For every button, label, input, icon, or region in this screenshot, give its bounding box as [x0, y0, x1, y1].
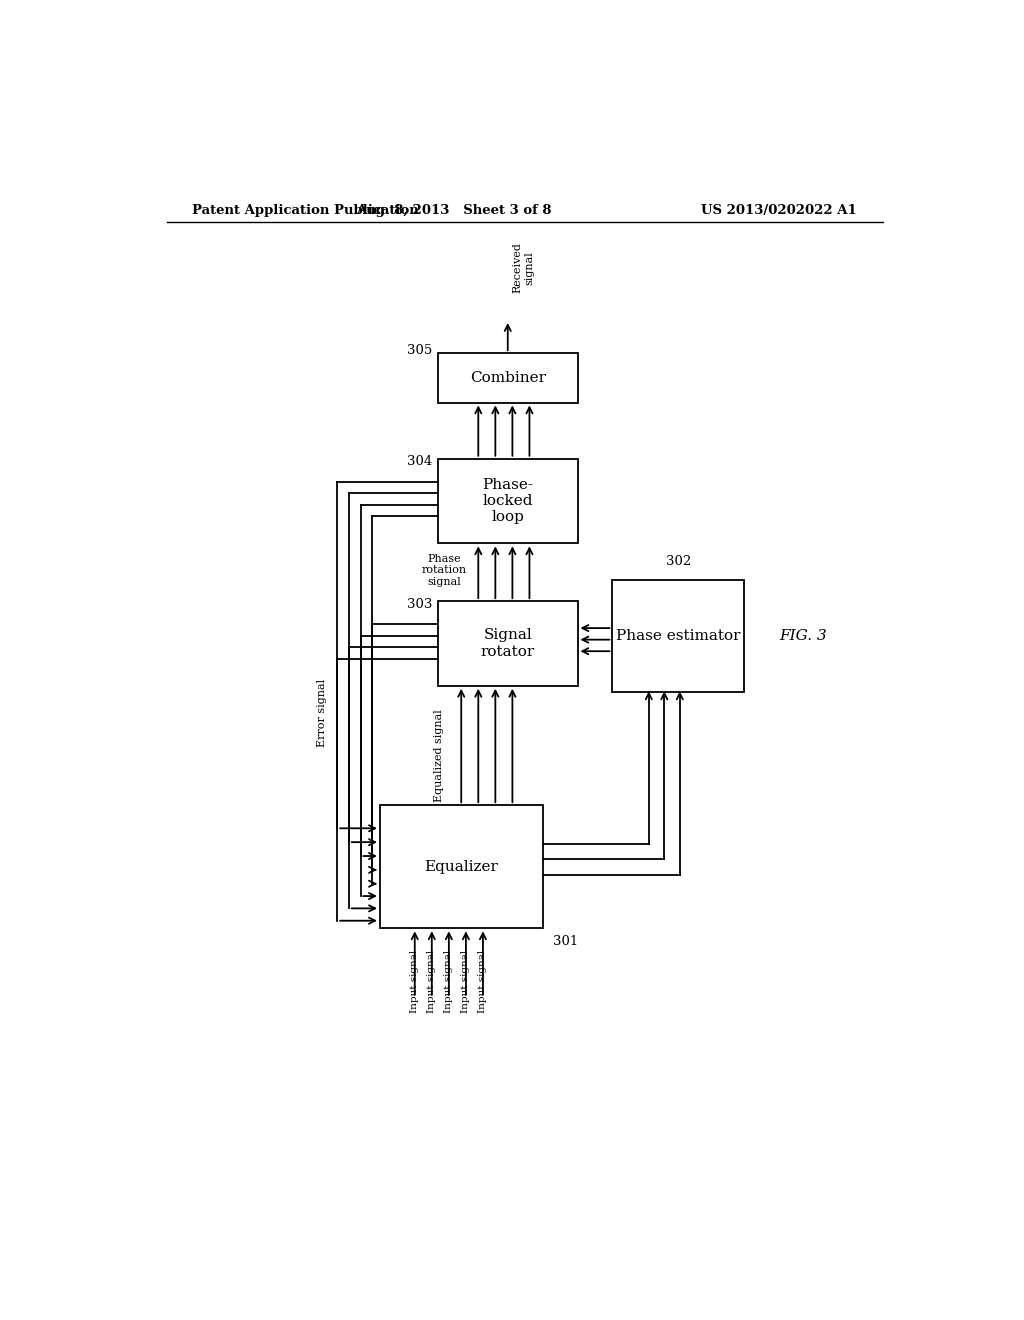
- Text: Input signal: Input signal: [444, 950, 454, 1014]
- Text: Equalized signal: Equalized signal: [434, 709, 444, 801]
- Text: Phase-
locked
loop: Phase- locked loop: [482, 478, 534, 524]
- Text: FIG. 3: FIG. 3: [779, 628, 826, 643]
- Text: 303: 303: [408, 598, 432, 611]
- FancyBboxPatch shape: [612, 579, 744, 692]
- Text: Equalizer: Equalizer: [424, 859, 499, 874]
- FancyBboxPatch shape: [438, 459, 578, 544]
- FancyBboxPatch shape: [438, 601, 578, 686]
- Text: Combiner: Combiner: [470, 371, 546, 385]
- FancyBboxPatch shape: [380, 805, 543, 928]
- Text: Patent Application Publication: Patent Application Publication: [191, 205, 418, 218]
- Text: 301: 301: [553, 935, 578, 948]
- Text: Phase estimator: Phase estimator: [616, 628, 740, 643]
- FancyBboxPatch shape: [438, 352, 578, 403]
- Text: Error signal: Error signal: [316, 678, 327, 747]
- Text: Phase
rotation
signal: Phase rotation signal: [422, 554, 467, 587]
- Text: 304: 304: [408, 454, 432, 467]
- Text: Input signal: Input signal: [478, 950, 487, 1014]
- Text: Received
signal: Received signal: [512, 243, 535, 293]
- Text: 305: 305: [408, 345, 432, 358]
- Text: Input signal: Input signal: [411, 950, 419, 1014]
- Text: Signal
rotator: Signal rotator: [480, 628, 535, 659]
- Text: US 2013/0202022 A1: US 2013/0202022 A1: [700, 205, 856, 218]
- Text: Aug. 8, 2013   Sheet 3 of 8: Aug. 8, 2013 Sheet 3 of 8: [355, 205, 551, 218]
- Text: 302: 302: [666, 554, 691, 568]
- Text: Input signal: Input signal: [427, 950, 436, 1014]
- Text: Input signal: Input signal: [462, 950, 470, 1014]
